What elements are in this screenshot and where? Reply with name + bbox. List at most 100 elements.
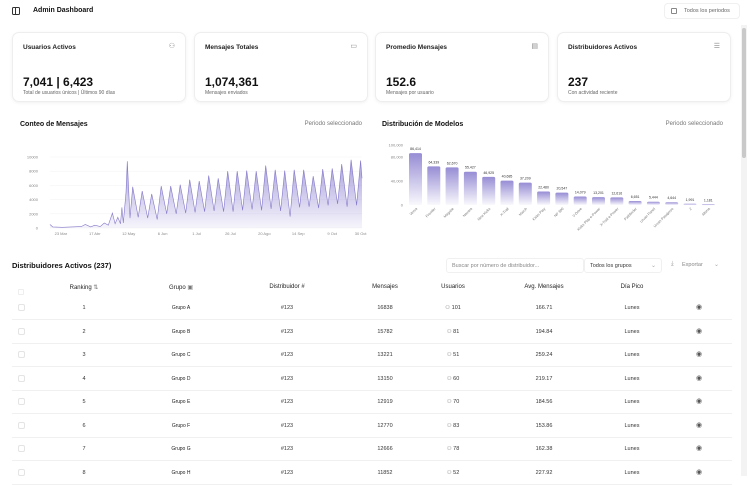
card-subtitle: Mensajes enviados bbox=[205, 90, 248, 96]
chart-title: Conteo de Mensajes bbox=[20, 121, 88, 128]
scrollbar-thumb[interactable] bbox=[742, 28, 746, 158]
users-count: 60 bbox=[453, 375, 460, 382]
card-value: 7,041 | 6,423 bbox=[23, 75, 94, 89]
table-cell: 166.71 bbox=[535, 305, 553, 311]
top-bar: Admin Dashboard Todos los periodos bbox=[0, 0, 750, 25]
stat-card: Mensajes Totales ▭ 1,074,361 Mensajes en… bbox=[194, 32, 368, 102]
view-eye-icon[interactable]: ◉ bbox=[695, 445, 703, 452]
page-title: Admin Dashboard bbox=[33, 7, 94, 14]
x-category-label: Kicks Play bbox=[532, 207, 547, 222]
table-row[interactable]: 2 Grupo B #123 15782 ⚇ 81 194.84 Lunes ◉ bbox=[12, 321, 732, 344]
view-eye-icon[interactable]: ◉ bbox=[695, 374, 703, 382]
x-category-label: Magnite bbox=[443, 207, 455, 219]
table-row[interactable]: 3 Grupo C #123 13221 ⚇ 51 259.24 Lunes ◉ bbox=[12, 344, 732, 367]
bar-value-label: 14,079 bbox=[575, 191, 586, 195]
row-checkbox[interactable] bbox=[18, 374, 25, 382]
y-tick-label: 0 bbox=[36, 226, 39, 231]
table-cell: #123 bbox=[280, 446, 294, 452]
message-icon: ▭ bbox=[350, 43, 357, 50]
view-eye-icon[interactable]: ◉ bbox=[695, 351, 703, 358]
table-row[interactable]: 7 Grupo G #123 12666 ⚇ 78 162.38 Lunes ◉ bbox=[12, 438, 732, 461]
table-cell: Lunes bbox=[624, 352, 640, 358]
row-checkbox[interactable] bbox=[18, 421, 25, 429]
column-header[interactable]: Distribuidor # bbox=[269, 284, 304, 290]
row-checkbox[interactable] bbox=[18, 445, 25, 452]
x-category-label: Urvan Panel bbox=[639, 207, 656, 224]
column-header[interactable]: Grupo ▣ bbox=[169, 284, 193, 291]
row-checkbox[interactable] bbox=[18, 351, 25, 358]
x-category-label: NP 300 bbox=[553, 207, 564, 218]
table-cell: Lunes bbox=[624, 469, 640, 476]
column-header[interactable]: Día Pico bbox=[621, 284, 644, 290]
card-subtitle: Mensajes por usuario bbox=[386, 90, 434, 96]
search-input[interactable]: Buscar por número de distribuidor... bbox=[446, 258, 584, 273]
row-checkbox[interactable] bbox=[18, 327, 25, 335]
bar bbox=[500, 180, 514, 205]
table-cell: #123 bbox=[280, 422, 294, 429]
x-tick-label: 1 Jul bbox=[192, 231, 201, 236]
table-cell: 12666 bbox=[377, 446, 393, 452]
bar bbox=[610, 197, 624, 205]
y-tick-label: 40,000 bbox=[391, 179, 404, 184]
column-header[interactable]: Usuarios bbox=[441, 284, 465, 290]
row-checkbox[interactable] bbox=[18, 468, 25, 476]
table-cell: 227.92 bbox=[535, 469, 553, 476]
period-label: Todos los periodos bbox=[684, 8, 730, 14]
view-eye-icon[interactable]: ◉ bbox=[695, 421, 703, 429]
bar bbox=[518, 182, 532, 205]
select-all-checkbox[interactable] bbox=[18, 289, 24, 295]
column-header[interactable]: Mensajes bbox=[372, 284, 398, 290]
card-value: 237 bbox=[568, 75, 589, 89]
column-header[interactable]: Ranking ⇅ bbox=[70, 284, 99, 291]
group-badge: Grupo A bbox=[171, 305, 191, 311]
x-category-label: Pathfinder bbox=[623, 206, 638, 221]
bar-value-label: 4,644 bbox=[667, 196, 676, 200]
messages-chart-panel: Conteo de Mensajes Periodo seleccionado … bbox=[12, 115, 368, 245]
table-cell: Lunes bbox=[624, 399, 640, 405]
y-tick-label: 80,000 bbox=[391, 155, 404, 160]
users-icon: ⚇ bbox=[446, 422, 454, 429]
sidebar-toggle-icon[interactable] bbox=[12, 7, 20, 15]
table-cell: 2 bbox=[82, 328, 86, 335]
table-row[interactable]: 4 Grupo D #123 13150 ⚇ 60 219.17 Lunes ◉ bbox=[12, 368, 732, 391]
view-eye-icon[interactable]: ◉ bbox=[695, 304, 703, 311]
y-tick-label: 4000 bbox=[29, 197, 39, 202]
group-badge: Grupo E bbox=[171, 399, 191, 405]
table-cell: #123 bbox=[280, 305, 294, 311]
column-label: Grupo bbox=[168, 285, 186, 291]
table-cell: 12919 bbox=[377, 399, 393, 405]
users-count: 83 bbox=[453, 422, 460, 429]
x-tick-label: 6 Jun bbox=[158, 231, 168, 236]
group-select-value: Todos los grupos bbox=[590, 263, 632, 269]
view-eye-icon[interactable]: ◉ bbox=[695, 398, 703, 405]
bar bbox=[482, 176, 496, 205]
x-category-label: Z bbox=[688, 206, 693, 211]
column-header[interactable]: Avg. Mensajes bbox=[524, 284, 563, 290]
table-row[interactable]: 6 Grupo F #123 12770 ⚇ 83 153.86 Lunes ◉ bbox=[12, 415, 732, 438]
users-icon: ⚇ bbox=[446, 399, 454, 405]
column-label: Distribuidor # bbox=[269, 284, 305, 290]
table-row[interactable]: 5 Grupo E #123 12919 ⚇ 70 184.56 Lunes ◉ bbox=[12, 391, 732, 414]
group-badge: Grupo D bbox=[171, 375, 191, 382]
table-row[interactable]: 1 Grupo A #123 16838 ⚇ 101 166.71 Lunes ◉ bbox=[12, 297, 732, 320]
x-category-label: V-Drive bbox=[572, 207, 583, 218]
users-count: 51 bbox=[453, 352, 460, 358]
row-checkbox[interactable] bbox=[18, 398, 25, 405]
x-tick-label: 23 Mar bbox=[55, 231, 68, 236]
card-title: Mensajes Totales bbox=[205, 44, 259, 51]
group-select[interactable]: Todos los grupos ⌄ bbox=[584, 258, 662, 273]
view-eye-icon[interactable]: ◉ bbox=[695, 468, 703, 476]
card-title: Usuarios Activos bbox=[23, 44, 76, 51]
table-row[interactable]: 8 Grupo H #123 11852 ⚇ 52 227.92 Lunes ◉ bbox=[12, 462, 732, 485]
bar bbox=[427, 166, 441, 205]
export-button[interactable]: ⤓ Exportar ⌄ bbox=[668, 258, 728, 273]
period-button[interactable]: Todos los periodos bbox=[664, 3, 740, 19]
search-placeholder: Buscar por número de distribuidor... bbox=[452, 263, 540, 269]
row-checkbox[interactable] bbox=[18, 304, 25, 311]
card-title: Promedio Mensajes bbox=[386, 44, 448, 51]
chart-icon: ▤ bbox=[531, 43, 538, 50]
y-tick-label: 2000 bbox=[29, 211, 39, 216]
group-badge: Grupo H bbox=[171, 469, 191, 476]
scrollbar[interactable] bbox=[741, 25, 747, 476]
view-eye-icon[interactable]: ◉ bbox=[695, 327, 703, 335]
